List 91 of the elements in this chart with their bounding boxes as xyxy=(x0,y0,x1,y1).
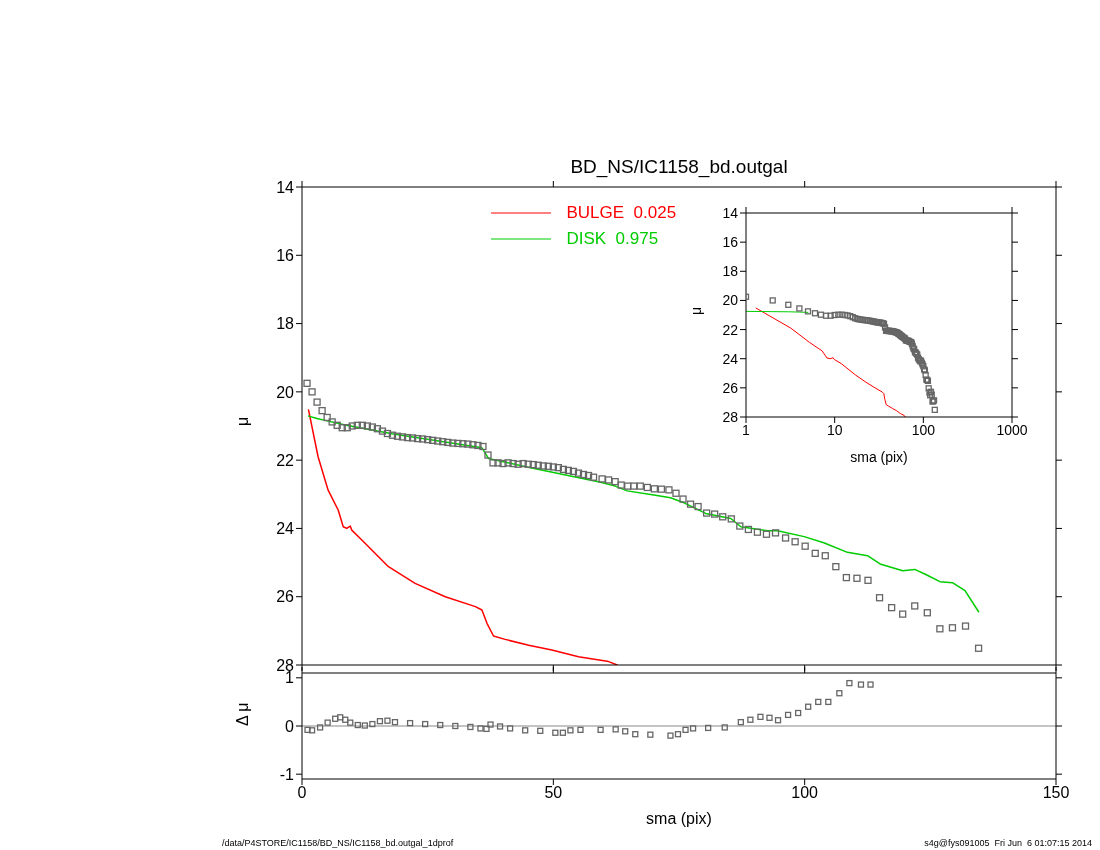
y-tick-label: 16 xyxy=(722,234,739,251)
y-axis-title: μ xyxy=(233,416,251,426)
x-tick-label: 150 xyxy=(1042,784,1070,802)
point xyxy=(391,719,399,726)
y-tick-label: 20 xyxy=(722,292,739,309)
legend-label: DISK 0.975 xyxy=(566,229,659,249)
point xyxy=(612,726,619,733)
point xyxy=(647,731,654,738)
y-tick-label: 16 xyxy=(276,246,295,264)
y-tick-label: 22 xyxy=(722,321,739,338)
x-tick-label: 100 xyxy=(791,784,819,802)
point xyxy=(784,711,792,719)
point xyxy=(487,721,494,728)
point xyxy=(437,721,444,729)
point xyxy=(825,698,832,706)
y-axis-title: Δ μ xyxy=(233,702,251,726)
point xyxy=(342,716,349,723)
point xyxy=(805,703,812,710)
y-tick-label: 28 xyxy=(722,408,739,425)
point xyxy=(376,718,384,725)
legend-label: BULGE 0.025 xyxy=(566,203,677,223)
text: /data/P4STORE/IC1158/BD_NS/IC1158_bd.outgal_1dprof xyxy=(222,838,454,848)
point xyxy=(815,698,822,706)
point xyxy=(422,720,429,728)
point xyxy=(766,714,773,721)
point xyxy=(705,724,712,732)
line-series xyxy=(307,409,618,665)
point xyxy=(384,717,391,724)
point xyxy=(361,722,368,729)
y-tick-label: 14 xyxy=(276,178,295,196)
point xyxy=(308,727,316,734)
point xyxy=(867,681,874,688)
x-tick-label: 100 xyxy=(911,421,936,438)
point xyxy=(324,719,331,726)
point xyxy=(332,715,339,722)
point xyxy=(522,727,529,734)
point xyxy=(506,725,514,732)
y-tick-label: 18 xyxy=(722,263,739,280)
point xyxy=(496,723,504,730)
point xyxy=(347,719,354,726)
point xyxy=(597,726,604,733)
point xyxy=(369,720,376,728)
y-tick-label: 24 xyxy=(276,520,295,538)
x-tick-label: 1 xyxy=(742,421,751,438)
x-tick-label: 1000 xyxy=(996,421,1028,438)
x-axis-title: sma (pix) xyxy=(850,449,908,465)
point xyxy=(667,732,674,739)
point xyxy=(737,719,744,726)
x-axis-title: sma (pix) xyxy=(646,810,712,827)
point xyxy=(632,731,639,738)
point xyxy=(689,725,697,732)
point xyxy=(846,679,853,687)
y-tick-label: 0 xyxy=(285,717,295,735)
y-tick-label: 24 xyxy=(722,350,739,367)
y-tick-label: 26 xyxy=(276,588,295,606)
point xyxy=(577,726,584,733)
point xyxy=(354,721,361,729)
point xyxy=(537,727,544,734)
x-tick-label: 0 xyxy=(297,784,307,802)
point xyxy=(622,728,629,735)
point xyxy=(406,719,414,727)
point xyxy=(559,729,567,736)
point xyxy=(836,690,843,697)
point xyxy=(794,709,802,717)
point xyxy=(483,725,490,733)
point xyxy=(674,731,682,738)
y-tick-label: 22 xyxy=(276,451,295,469)
y-tick-label: -1 xyxy=(279,765,295,783)
point xyxy=(337,714,344,721)
point xyxy=(857,681,865,688)
x-tick-label: 10 xyxy=(826,421,843,438)
point xyxy=(567,727,574,734)
point xyxy=(552,729,559,736)
point xyxy=(682,726,689,733)
y-tick-label: 18 xyxy=(276,315,295,333)
point xyxy=(477,725,484,732)
y-tick-label: 26 xyxy=(722,379,739,396)
point xyxy=(757,713,764,720)
chart-title: BD_NS/IC1158_bd.outgal xyxy=(569,156,789,178)
point xyxy=(721,724,728,731)
point xyxy=(747,716,754,723)
y-tick-label: 14 xyxy=(722,204,739,221)
x-tick-label: 50 xyxy=(544,784,563,802)
point xyxy=(774,717,782,724)
y-axis-title: μ xyxy=(687,306,704,315)
point xyxy=(452,722,459,730)
point xyxy=(304,726,311,733)
point xyxy=(467,723,474,731)
text: s4g@fys091005 Fri Jun 6 01:07:15 2014 xyxy=(924,838,1092,848)
y-tick-label: 20 xyxy=(276,383,295,401)
point xyxy=(316,724,324,731)
